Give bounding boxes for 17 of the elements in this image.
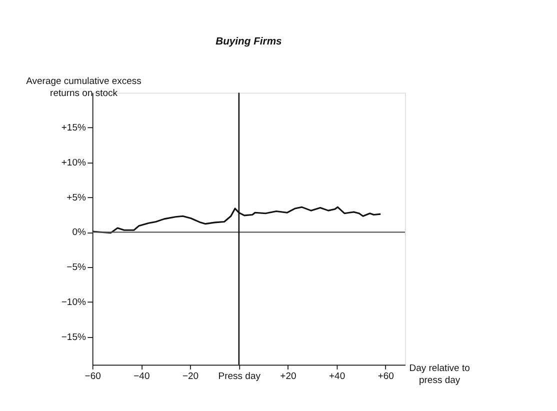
y-tick-label: +10% [61, 157, 86, 168]
y-tick-label: +15% [61, 122, 86, 134]
x-tick-label: −40 [134, 370, 150, 382]
x-tick-label: +20 [280, 370, 296, 382]
y-tick-label: −10% [61, 296, 86, 308]
y-tick-label: −5% [66, 262, 86, 274]
y-axis-title: Average cumulative excess returns on stock [26, 76, 142, 100]
x-tick-label: −60 [84, 370, 101, 382]
x-tick-label: +60 [378, 370, 394, 382]
x-tick-label: Press day [218, 370, 261, 382]
y-tick-label: −15% [61, 332, 86, 343]
y-tick-label: 0% [72, 227, 86, 238]
y-tick-label: +5% [66, 192, 86, 204]
chart-title: Buying Firms [216, 36, 282, 48]
x-axis-title: Day relative to press day [409, 362, 470, 386]
x-tick-label: −20 [182, 370, 199, 382]
x-tick-label: +40 [329, 370, 346, 382]
